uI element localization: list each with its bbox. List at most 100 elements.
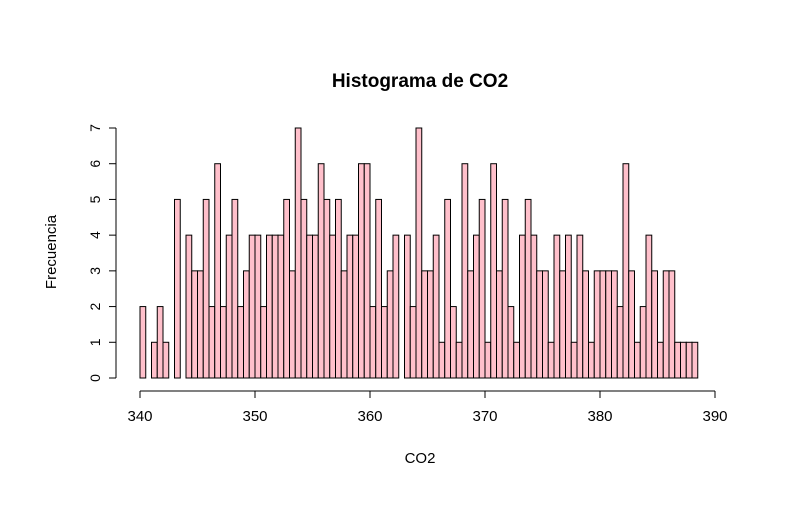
histogram-bar (415, 127, 423, 379)
x-tick-label: 380 (587, 408, 612, 425)
histogram-bar (559, 270, 566, 379)
y-tick-label: 1 (87, 338, 103, 346)
y-tick-label: 0 (87, 374, 103, 382)
histogram-bar (202, 198, 210, 379)
histogram-bar (381, 306, 388, 379)
histogram-bar (392, 234, 400, 379)
histogram-bar (427, 270, 434, 379)
histogram-bar (340, 270, 348, 379)
histogram-bar (214, 163, 221, 379)
histogram-bar (547, 341, 555, 379)
histogram-bar (691, 341, 699, 379)
histogram-bar (662, 270, 670, 379)
histogram-bar (513, 341, 520, 379)
histogram-bar (283, 198, 290, 379)
histogram-bar (628, 270, 635, 379)
histogram-bar (432, 234, 440, 379)
histogram-bar (409, 306, 417, 379)
histogram-bar (151, 341, 158, 379)
histogram-bar (312, 234, 319, 379)
bars-group (139, 127, 699, 379)
histogram-bar (335, 198, 342, 379)
histogram-bar (266, 234, 273, 379)
histogram-bar (369, 306, 377, 379)
histogram-bar (254, 234, 262, 379)
histogram-bar (317, 163, 325, 379)
histogram-bar (467, 270, 474, 379)
histogram-bar (536, 270, 543, 379)
histogram-bar (478, 198, 486, 379)
histogram-bar (329, 234, 336, 379)
histogram-bar (553, 234, 561, 379)
histogram-bar (174, 198, 181, 379)
histogram-bar (404, 234, 411, 379)
histogram-bar (248, 234, 256, 379)
x-tick-label: 370 (472, 408, 497, 425)
chart-title: Histograma de CO2 (332, 71, 508, 92)
histogram-bar (185, 234, 193, 379)
histogram-bar (277, 234, 285, 379)
histogram-bar (593, 270, 601, 379)
histogram-bar (225, 234, 233, 379)
histogram-bar (375, 198, 382, 379)
y-tick-label: 7 (87, 124, 103, 132)
histogram-bar (501, 198, 509, 379)
histogram-bar (237, 306, 244, 379)
histogram-bar (484, 341, 492, 379)
histogram-bar (680, 341, 687, 379)
histogram-bar (294, 127, 302, 379)
histogram-bar (651, 270, 658, 379)
histogram-bar (461, 163, 469, 379)
histogram-bar (507, 306, 515, 379)
histogram-bar (358, 163, 365, 379)
histogram-bar (524, 198, 532, 379)
histogram-bar (582, 270, 589, 379)
histogram-bar (542, 270, 549, 379)
histogram-bar (473, 234, 480, 379)
histogram-bar (208, 306, 216, 379)
histogram-bar (565, 234, 572, 379)
y-tick-label: 2 (87, 302, 103, 310)
histogram-bar (444, 198, 451, 379)
histogram-bar (260, 306, 267, 379)
histogram-bar (639, 306, 647, 379)
y-tick-label: 6 (87, 160, 103, 168)
histogram-bar (162, 341, 170, 379)
x-tick-label: 340 (127, 408, 152, 425)
histogram-bar (323, 198, 331, 379)
histogram-bar (490, 163, 497, 379)
histogram-bar (622, 163, 630, 379)
histogram-bar (306, 234, 313, 379)
histogram-bar (634, 341, 641, 379)
x-tick-label: 350 (242, 408, 267, 425)
histogram-bar (616, 306, 624, 379)
histogram-bar (271, 234, 279, 379)
histogram-bar (599, 270, 607, 379)
histogram-bar (530, 234, 538, 379)
histogram-bar (289, 270, 296, 379)
y-tick-label: 3 (87, 267, 103, 275)
histogram-bar (352, 234, 359, 379)
histogram-bar (346, 234, 354, 379)
x-axis: 340 350 360 370 380 390 (127, 390, 728, 425)
y-tick-label: 5 (87, 195, 103, 203)
y-axis: 0 1 2 3 4 5 6 7 (87, 124, 117, 382)
histogram-bar (421, 270, 428, 379)
histogram-bar (611, 270, 618, 379)
histogram-bar (519, 234, 526, 379)
histogram-bar (386, 270, 394, 379)
histogram-bar (220, 306, 227, 379)
x-tick-label: 390 (702, 408, 727, 425)
histogram-bar (668, 270, 676, 379)
histogram-bar (605, 270, 612, 379)
histogram-bar (156, 306, 164, 379)
x-tick-label: 360 (357, 408, 382, 425)
histogram-bar (645, 234, 653, 379)
histogram-bar (191, 270, 198, 379)
histogram-bar (231, 198, 239, 379)
histogram-bar (438, 341, 446, 379)
histogram-bar (455, 341, 463, 379)
histogram-bar (576, 234, 584, 379)
histogram-bar (685, 341, 693, 379)
